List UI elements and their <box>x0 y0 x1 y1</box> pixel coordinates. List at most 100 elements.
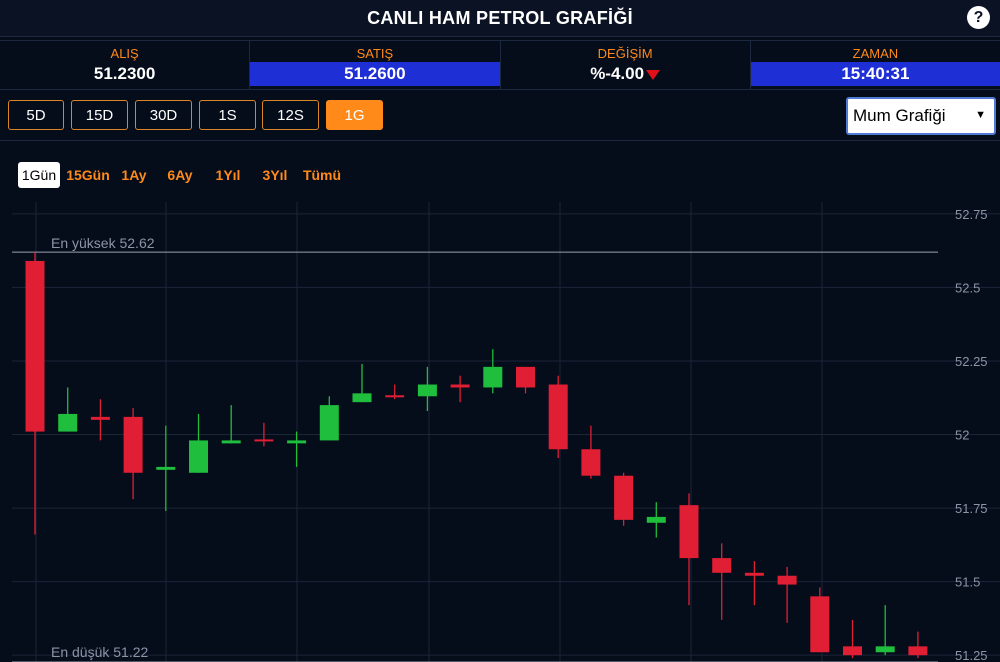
candle <box>646 502 666 538</box>
candle-body <box>287 440 307 444</box>
candle <box>25 252 45 535</box>
candle <box>712 543 732 620</box>
bid-label: ALIŞ <box>110 46 139 61</box>
candle-body <box>744 572 764 576</box>
bid-value: 51.2300 <box>93 64 156 83</box>
ask-cell: SATIŞ 51.2600 <box>250 41 501 89</box>
candle-body <box>810 596 830 653</box>
candle <box>581 425 601 479</box>
candle <box>450 375 470 403</box>
range-tab-15gun[interactable]: 15Gün <box>66 167 110 183</box>
candle-body <box>25 260 45 432</box>
candle <box>417 366 437 411</box>
range-tab-6ay[interactable]: 6Ay <box>167 167 193 183</box>
candle-body <box>712 558 732 573</box>
low-label: En düşük 51.22 <box>51 644 149 660</box>
candle-body <box>221 440 241 444</box>
candle <box>777 566 797 623</box>
candle <box>287 431 307 467</box>
y-tick-label: 51.5 <box>955 575 980 590</box>
change-cell: DEĞİŞİM %-4.00 <box>501 41 751 89</box>
dropdown-arrow-icon: ▼ <box>975 109 986 121</box>
chart-grid <box>12 202 1000 662</box>
candle-body <box>58 413 78 432</box>
candle <box>810 587 830 653</box>
candle-body <box>875 646 895 653</box>
period-button-5d[interactable]: 5D <box>8 100 64 130</box>
range-tab-tumu[interactable]: Tümü <box>302 167 342 183</box>
y-tick-label: 52.75 <box>955 207 988 222</box>
candle <box>385 384 405 400</box>
candle <box>221 405 241 444</box>
candle <box>548 375 568 459</box>
y-tick-label: 52.25 <box>955 354 988 369</box>
candle-body <box>548 384 568 450</box>
change-value: %-4.00 <box>590 64 645 83</box>
candle-body <box>319 405 339 441</box>
candle <box>908 631 928 659</box>
candle-body <box>483 366 503 388</box>
change-value-row: %-4.00 <box>501 62 750 86</box>
range-tab-3yil[interactable]: 3Yıl <box>262 167 288 183</box>
candle <box>58 387 78 432</box>
candle-body <box>450 384 470 388</box>
candle-body <box>843 646 862 656</box>
period-toolbar: 5D 15D 30D 1S 12S 1G <box>0 92 1000 141</box>
candle <box>614 472 634 526</box>
candle-body <box>385 395 405 398</box>
candle-body <box>123 416 143 473</box>
high-label: En yüksek 52.62 <box>51 235 155 251</box>
candle <box>843 619 862 659</box>
ask-label: SATIŞ <box>356 46 394 61</box>
ask-value: 51.2600 <box>250 62 500 86</box>
range-tab-1gun[interactable]: 1Gün <box>18 162 60 188</box>
down-arrow-icon <box>646 69 661 80</box>
period-button-30d[interactable]: 30D <box>135 100 192 130</box>
candle-body <box>777 575 797 585</box>
candle-body <box>516 366 535 388</box>
time-cell: ZAMAN 15:40:31 <box>750 41 1000 89</box>
range-tab-1ay[interactable]: 1Ay <box>121 167 147 183</box>
y-axis: 52.75 52.5 52.25 52 51.75 51.5 51.25 <box>955 207 988 662</box>
candle-body <box>156 466 176 470</box>
help-icon[interactable]: ? <box>967 6 990 29</box>
candlestick-chart: En yüksek 52.62 En düşük 51.22 52.75 52.5… <box>12 202 1000 662</box>
candles <box>25 252 928 659</box>
period-button-12s[interactable]: 12S <box>262 100 319 130</box>
candle-body <box>581 449 601 476</box>
candle-body <box>908 646 928 656</box>
candle-body <box>646 516 666 523</box>
candle <box>123 408 143 500</box>
candle-body <box>189 440 208 473</box>
bid-cell: ALIŞ 51.2300 <box>0 41 251 89</box>
chart-type-select[interactable]: Mum Grafiği ▼ <box>846 97 996 135</box>
period-button-15d[interactable]: 15D <box>71 100 128 130</box>
candle <box>189 413 208 473</box>
y-tick-label: 51.75 <box>955 501 988 516</box>
candle <box>319 396 339 441</box>
candle <box>90 399 110 441</box>
candle <box>679 493 699 606</box>
page-title: CANLI HAM PETROL GRAFİĞİ <box>367 7 633 28</box>
candle-body <box>417 384 437 397</box>
candle-body <box>679 505 699 559</box>
period-button-1g[interactable]: 1G <box>326 100 383 130</box>
time-label: ZAMAN <box>852 46 899 61</box>
candle <box>156 425 176 512</box>
change-label: DEĞİŞİM <box>597 46 653 61</box>
candle-body <box>90 416 110 420</box>
chart-type-value: Mum Grafiği <box>853 106 946 125</box>
candle <box>483 349 503 394</box>
candle-body <box>352 393 372 403</box>
candle-body <box>254 439 274 442</box>
range-tab-1yil[interactable]: 1Yıl <box>215 167 241 183</box>
candle <box>516 366 535 394</box>
candle <box>744 561 764 606</box>
time-value: 15:40:31 <box>750 62 1000 86</box>
candle <box>254 422 274 447</box>
period-button-1s[interactable]: 1S <box>199 100 256 130</box>
candle <box>352 363 372 403</box>
candle <box>875 605 895 656</box>
y-tick-label: 52 <box>955 428 969 443</box>
quote-panel: ALIŞ 51.2300 SATIŞ 51.2600 DEĞİŞİM %-4.0… <box>0 40 1000 90</box>
